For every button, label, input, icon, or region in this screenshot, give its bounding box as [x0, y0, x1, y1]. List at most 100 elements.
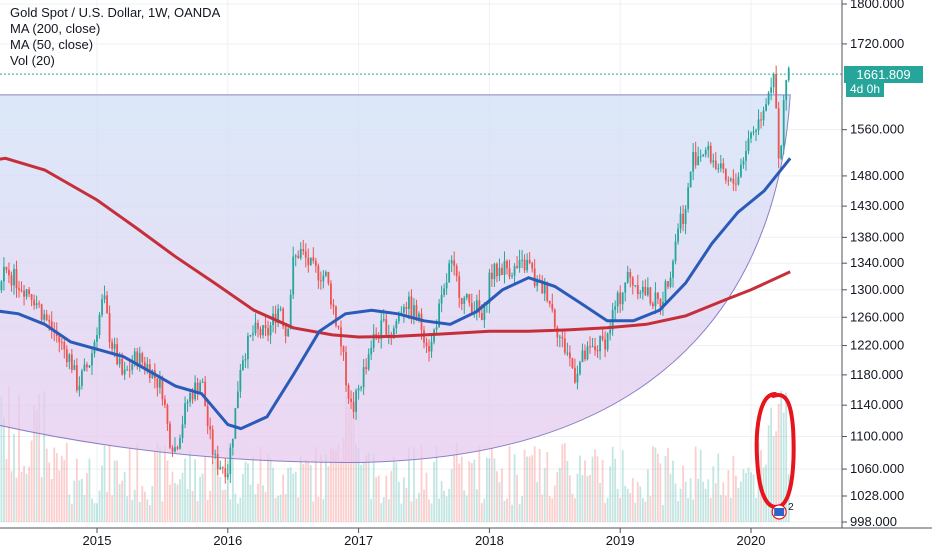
- candle-body: [91, 353, 93, 366]
- volume-bar: [148, 504, 151, 522]
- volume-bar: [455, 442, 458, 522]
- candle-body: [662, 301, 664, 307]
- volume-bar: [385, 475, 388, 522]
- candle-body: [480, 313, 483, 320]
- volume-bar: [330, 448, 332, 522]
- volume-bar: [694, 446, 697, 522]
- volume-bar: [106, 491, 108, 522]
- volume-bar: [264, 492, 267, 522]
- candle-body: [118, 358, 121, 365]
- candle-body: [38, 303, 41, 305]
- candle-body: [641, 286, 644, 293]
- volume-bar: [297, 497, 300, 522]
- volume-bar: [279, 494, 282, 522]
- volume-bar: [475, 489, 478, 522]
- volume-bar: [370, 498, 373, 522]
- legend-symbol-title[interactable]: Gold Spot / U.S. Dollar, 1W, OANDA: [10, 5, 221, 20]
- candle-body: [0, 281, 3, 291]
- candle-body: [211, 429, 214, 455]
- volume-bar: [415, 498, 418, 522]
- volume-bar: [15, 477, 18, 522]
- y-tick-label: 1340.000: [850, 255, 904, 270]
- volume-bar: [55, 452, 58, 522]
- volume-bar: [209, 490, 212, 522]
- volume-bar: [325, 453, 327, 522]
- candle-body: [58, 335, 61, 343]
- volume-bar: [594, 449, 596, 522]
- cup-pattern-shape[interactable]: [0, 94, 791, 463]
- candle-body: [121, 358, 124, 375]
- legend-ma200[interactable]: MA (200, close): [10, 21, 101, 36]
- volume-bar: [60, 455, 63, 522]
- x-tick-label: 2016: [213, 533, 242, 548]
- candle-body: [450, 260, 453, 264]
- candle-body: [239, 369, 242, 392]
- y-tick-label: 1380.000: [850, 229, 904, 244]
- volume-bar: [518, 503, 521, 522]
- candle-body: [410, 296, 413, 317]
- candle-body: [579, 362, 581, 374]
- candle-body: [362, 367, 365, 388]
- candle-body: [88, 365, 91, 368]
- candle-body: [254, 322, 257, 334]
- candle-body: [475, 300, 478, 312]
- candle-body: [322, 275, 325, 282]
- volume-bar: [503, 500, 506, 522]
- volume-bar: [103, 445, 106, 522]
- legend-volume[interactable]: Vol (20): [10, 53, 55, 68]
- candle-body: [28, 289, 30, 295]
- volume-bar: [664, 456, 667, 522]
- volume-bar: [649, 495, 652, 522]
- volume-bar: [641, 498, 644, 522]
- candle-body: [649, 287, 652, 304]
- volume-bar: [43, 391, 46, 522]
- candle-body: [541, 280, 544, 294]
- volume-bar: [367, 452, 370, 522]
- candle-body: [45, 314, 48, 320]
- candle-body: [282, 308, 285, 327]
- earnings-flag-icon[interactable]: 2: [771, 502, 794, 520]
- candle-body: [189, 393, 191, 402]
- candle-body: [722, 163, 725, 170]
- volume-bar: [420, 444, 423, 522]
- candle-body: [491, 272, 493, 280]
- volume-bar: [722, 482, 725, 522]
- volume-bar: [257, 483, 259, 522]
- volume-bar: [566, 461, 569, 522]
- candle-body: [262, 325, 264, 336]
- candle-body: [101, 299, 103, 315]
- volume-bar: [453, 454, 456, 522]
- candle-body: [511, 275, 513, 277]
- volume-bar: [430, 503, 433, 522]
- volume-bar: [677, 501, 679, 522]
- candle-body: [171, 447, 174, 452]
- candle-body: [654, 292, 657, 307]
- volume-bar: [262, 485, 264, 522]
- volume-bar: [634, 502, 637, 522]
- candle-body: [18, 288, 20, 291]
- volume-bar: [636, 482, 639, 522]
- candle-body: [78, 385, 81, 391]
- volume-bar: [91, 498, 93, 522]
- volume-bar: [174, 482, 176, 522]
- y-tick-label: 1180.000: [850, 367, 903, 382]
- volume-bar: [619, 498, 622, 522]
- legend-ma50[interactable]: MA (50, close): [10, 37, 94, 52]
- candle-body: [463, 297, 466, 304]
- candle-body: [438, 303, 440, 328]
- volume-bar: [672, 460, 674, 522]
- hand-drawn-circle-annotation[interactable]: [754, 392, 796, 509]
- candle-body: [737, 176, 740, 185]
- candle-body: [694, 152, 697, 166]
- candle-body: [584, 350, 586, 360]
- volume-bar: [775, 431, 778, 522]
- volume-bar: [506, 498, 508, 522]
- volume-bar: [25, 473, 28, 522]
- volume-bar: [616, 488, 619, 522]
- y-tick-label: 1430.000: [850, 198, 904, 213]
- volume-bar: [241, 474, 244, 522]
- candle-body: [644, 286, 647, 296]
- candle-body: [430, 341, 433, 352]
